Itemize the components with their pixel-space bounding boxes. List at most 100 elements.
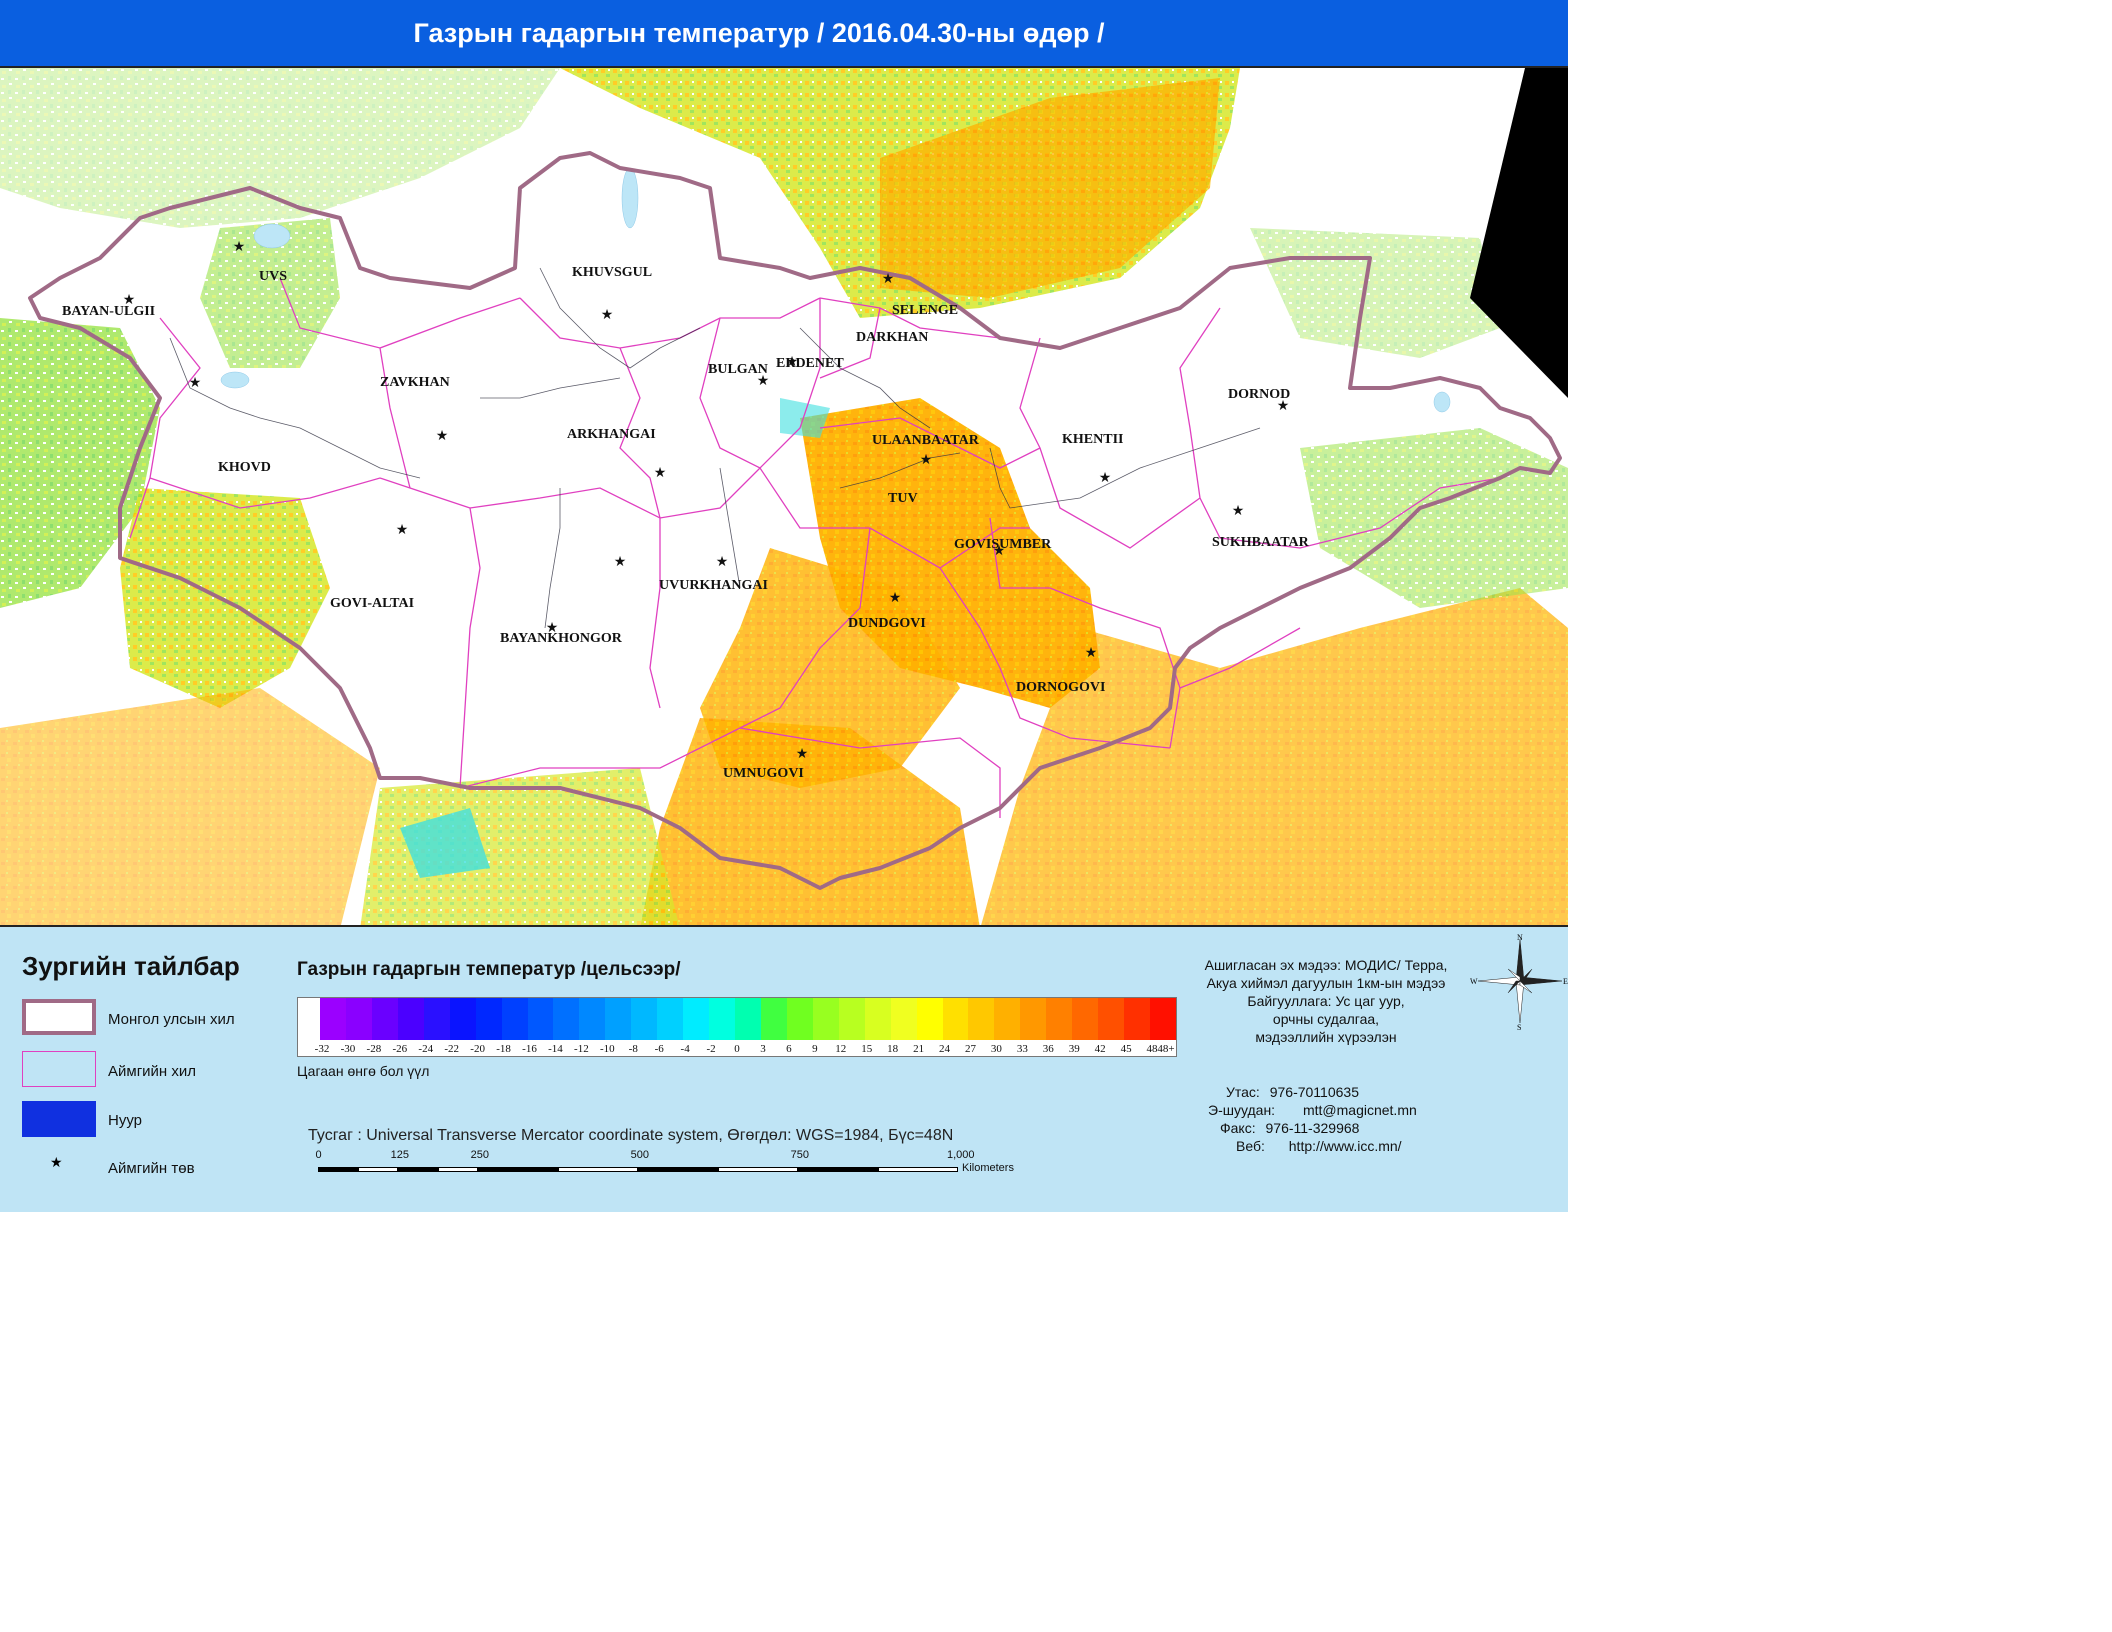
svg-text:★: ★ xyxy=(993,543,1006,559)
scalebar-segment xyxy=(358,1167,398,1172)
compass-w: W xyxy=(1470,977,1478,986)
colorbar-tick-label: 42 xyxy=(1094,1043,1106,1055)
source-line-1: Ашигласан эх мэдээ: МОДИС/ Терра, xyxy=(1204,957,1448,973)
scalebar-segment xyxy=(438,1167,478,1172)
compass-e: E xyxy=(1563,977,1568,986)
label-selenge: SELENGE xyxy=(892,303,958,318)
label-sukhbaatar: SUKHBAATAR xyxy=(1212,535,1310,550)
colorbar-tick-label: 3 xyxy=(760,1043,766,1055)
email-label: Э-шуудан: xyxy=(1208,1102,1276,1118)
label-umnugovi: UMNUGOVI xyxy=(723,766,804,781)
label-ulaanbaatar: ULAANBAATAR xyxy=(872,433,980,448)
svg-text:★: ★ xyxy=(716,554,729,570)
web-label: Веб: xyxy=(1236,1138,1265,1154)
colorbar-swatch xyxy=(320,998,347,1040)
colorbar-swatch xyxy=(864,998,892,1040)
aimag-border-swatch xyxy=(22,1051,96,1087)
svg-text:★: ★ xyxy=(189,375,202,391)
label-dornod: DORNOD xyxy=(1228,387,1290,402)
svg-text:★: ★ xyxy=(654,465,667,481)
legend-label-lake: Нуур xyxy=(108,1112,143,1129)
colorbar-swatch xyxy=(657,998,684,1040)
svg-text:★: ★ xyxy=(396,522,409,538)
label-uvs: UVS xyxy=(259,269,287,284)
label-uvurkhangai: UVURKHANGAI xyxy=(659,578,768,593)
svg-text:★: ★ xyxy=(920,452,933,468)
colorbar-swatch xyxy=(812,998,840,1040)
svg-text:★: ★ xyxy=(233,239,246,255)
colorbar-tick-label: -6 xyxy=(654,1043,664,1055)
colorbar-swatch xyxy=(838,998,866,1040)
colorbar-tick-label: 30 xyxy=(990,1043,1002,1055)
scalebar-tick-label: 125 xyxy=(390,1149,410,1161)
colorbar-swatch xyxy=(1020,998,1047,1040)
svg-text:★: ★ xyxy=(796,746,809,762)
temperature-colorbar: -32 -30 -28 -26 -24 -22 -20 -18 -16 -14 -12 -10 -8 -6… xyxy=(297,997,1177,1057)
map-canvas: ★ ★ ★ ★ ★ ★ ★ ★ ★ ★ ★ ★ ★ ★ ★ ★ ★ ★ ★ ★ ★ BAYAN-ULGII … xyxy=(0,68,1568,925)
colorbar-swatch xyxy=(553,998,580,1040)
label-khuvsgul: KHUVSGUL xyxy=(572,265,652,280)
scalebar-tick-label: 750 xyxy=(790,1149,810,1161)
lakes xyxy=(220,167,1451,413)
colorbar-swatch xyxy=(1150,998,1177,1040)
legend-label-national-border: Монгол улсын хил xyxy=(108,1011,235,1028)
legend-panel: Зургийн тайлбар Монгол улсын хил Аймгийн… xyxy=(0,927,1568,1212)
label-bayankhongor: BAYANKHONGOR xyxy=(500,631,623,646)
label-govi-altai: GOVI-ALTAI xyxy=(330,596,414,611)
colorbar-tick-label: -8 xyxy=(628,1043,638,1055)
contact-email: Э-шуудан: mtt@magicnet.mn xyxy=(1208,1102,1417,1118)
colorbar-tick-label: -2 xyxy=(706,1043,716,1055)
colorbar-swatch xyxy=(1098,998,1125,1040)
colorbar-swatch xyxy=(735,998,762,1040)
colorbar-swatch xyxy=(423,998,451,1040)
colorbar-swatch xyxy=(916,998,944,1040)
contact-phone: Утас: 976-70110635 xyxy=(1226,1084,1359,1100)
scalebar-segment xyxy=(398,1167,438,1172)
colorbar-swatch xyxy=(786,998,814,1040)
phone-label: Утас: xyxy=(1226,1084,1260,1100)
national-border-swatch xyxy=(22,999,96,1035)
rivers xyxy=(169,267,1261,629)
scale-bar: 0 125 250 500 750 1,000 Kilometers xyxy=(315,1149,1014,1179)
colorbar-swatch xyxy=(527,998,554,1040)
colorbar-tick-label: -10 xyxy=(599,1043,615,1055)
legend-title: Зургийн тайлбар xyxy=(22,951,240,981)
source-line-4: орчны судалгаа, xyxy=(1272,1011,1380,1027)
colorbar-tick-label: 24 xyxy=(939,1043,951,1055)
colorbar-tick-label: 21 xyxy=(913,1043,925,1055)
map-title: Газрын гадаргын температур / 2016.04.30-… xyxy=(413,17,1105,48)
source-line-2: Акуа хиймэл дагуулын 1км-ын мэдээ xyxy=(1206,975,1446,991)
label-khovd: KHOVD xyxy=(218,460,271,475)
fax-label: Факс: xyxy=(1220,1120,1256,1136)
scalebar-segment xyxy=(558,1167,638,1172)
svg-text:★: ★ xyxy=(123,292,136,308)
email-value[interactable]: mtt@magicnet.mn xyxy=(1302,1102,1417,1118)
colorbar-swatch xyxy=(631,998,658,1040)
scalebar-unit: Kilometers xyxy=(962,1162,1014,1174)
colorbar-tick-label: 33 xyxy=(1016,1043,1028,1055)
colorbar-tick-label: 18 xyxy=(887,1043,899,1055)
scalebar-segment xyxy=(718,1167,798,1172)
aimag-centres: ★ ★ ★ ★ ★ ★ ★ ★ ★ ★ ★ ★ ★ ★ ★ ★ ★ ★ ★ ★ ★ xyxy=(123,239,1290,762)
colorbar-swatch xyxy=(605,998,632,1040)
label-erdenet: ERDENET xyxy=(776,356,844,371)
colorbar-tick-label: -16 xyxy=(522,1043,537,1055)
scalebar-tick-label: 0 xyxy=(315,1149,322,1161)
colorbar-tick-label: 12 xyxy=(835,1043,847,1055)
colorbar-tick-label: 15 xyxy=(861,1043,873,1055)
label-khentii: KHENTII xyxy=(1062,432,1123,447)
colorbar-tick-label: 0 xyxy=(734,1043,740,1055)
star-icon: ★ xyxy=(50,1155,63,1171)
colorbar-swatch xyxy=(501,998,528,1040)
svg-text:★: ★ xyxy=(1085,645,1098,661)
national-border xyxy=(28,151,1562,890)
cloud-note: Цагаан өнгө бол үүл xyxy=(297,1063,430,1079)
label-govisumber: GOVISUMBER xyxy=(954,537,1052,552)
colorbar-tick-label: -20 xyxy=(470,1043,485,1055)
colorbar-swatch xyxy=(942,998,969,1040)
colorbar-swatch xyxy=(397,998,425,1040)
web-value[interactable]: http://www.icc.mn/ xyxy=(1288,1138,1402,1154)
scalebar-tick-label: 500 xyxy=(630,1149,650,1161)
projection-text: Тусгаг : Universal Transverse Mercator c… xyxy=(308,1127,954,1144)
colorbar-swatch-white xyxy=(298,998,321,1040)
